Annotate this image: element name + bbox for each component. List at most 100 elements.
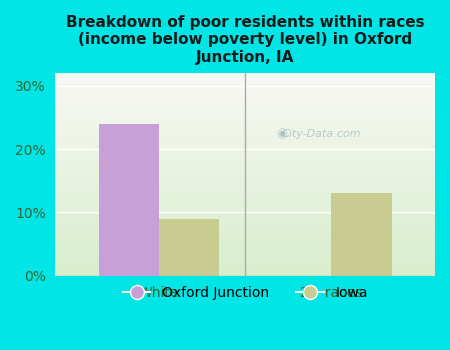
Bar <box>55 201 435 203</box>
Bar <box>55 118 435 120</box>
Bar <box>55 140 435 142</box>
Bar <box>55 154 435 156</box>
Bar <box>55 197 435 199</box>
Bar <box>55 225 435 227</box>
Bar <box>55 79 435 81</box>
Bar <box>55 237 435 239</box>
Bar <box>55 184 435 187</box>
Bar <box>55 211 435 213</box>
Bar <box>55 99 435 102</box>
Bar <box>55 152 435 154</box>
Bar <box>55 217 435 219</box>
Bar <box>55 103 435 105</box>
Bar <box>55 116 435 118</box>
Bar <box>55 221 435 223</box>
Bar <box>55 87 435 89</box>
Bar <box>55 207 435 209</box>
Bar <box>55 209 435 211</box>
Bar <box>55 244 435 245</box>
Bar <box>55 77 435 79</box>
Bar <box>55 219 435 221</box>
Bar <box>55 112 435 113</box>
Bar <box>55 264 435 266</box>
Bar <box>55 181 435 183</box>
Bar <box>55 164 435 166</box>
Bar <box>159 219 219 276</box>
Bar <box>55 250 435 252</box>
Bar <box>55 272 435 274</box>
Bar <box>55 262 435 264</box>
Bar <box>55 239 435 241</box>
Bar <box>55 229 435 231</box>
Bar <box>55 199 435 201</box>
Bar <box>55 213 435 215</box>
Bar <box>55 170 435 173</box>
Text: ◉: ◉ <box>276 127 287 140</box>
Bar <box>55 110 435 112</box>
Bar <box>55 231 435 233</box>
Bar <box>55 156 435 158</box>
Bar <box>332 194 392 276</box>
Bar <box>55 120 435 122</box>
Bar <box>55 270 435 272</box>
Bar <box>99 124 159 276</box>
Bar <box>55 89 435 91</box>
Bar <box>55 144 435 146</box>
Bar <box>55 97 435 99</box>
Text: City-Data.com: City-Data.com <box>281 129 361 139</box>
Bar <box>55 166 435 168</box>
Bar <box>55 73 435 75</box>
Bar <box>55 274 435 276</box>
Bar <box>55 189 435 191</box>
Bar <box>55 158 435 160</box>
Bar <box>55 122 435 124</box>
Bar <box>55 138 435 140</box>
Bar <box>55 124 435 126</box>
Bar <box>55 174 435 176</box>
Bar <box>55 247 435 250</box>
Bar <box>55 134 435 136</box>
Bar <box>55 142 435 144</box>
Bar <box>55 160 435 162</box>
Bar <box>55 93 435 95</box>
Bar <box>55 113 435 116</box>
Bar <box>55 81 435 83</box>
Title: Breakdown of poor residents within races
(income below poverty level) in Oxford
: Breakdown of poor residents within races… <box>66 15 424 65</box>
Bar <box>55 223 435 225</box>
Bar <box>55 241 435 244</box>
Bar <box>55 85 435 87</box>
Bar <box>55 254 435 256</box>
Bar <box>55 266 435 268</box>
Bar <box>55 150 435 152</box>
Bar <box>55 136 435 138</box>
Bar <box>55 102 435 103</box>
Bar <box>55 256 435 258</box>
Bar <box>55 132 435 134</box>
Bar <box>55 173 435 174</box>
Bar <box>55 162 435 164</box>
Bar <box>55 178 435 181</box>
Bar <box>55 260 435 262</box>
Bar <box>55 227 435 229</box>
Bar <box>55 95 435 97</box>
Bar <box>55 130 435 132</box>
Bar <box>55 187 435 189</box>
Bar <box>55 105 435 107</box>
Bar <box>55 183 435 184</box>
Bar <box>55 205 435 207</box>
Bar <box>55 83 435 85</box>
Bar <box>55 176 435 178</box>
Bar <box>55 268 435 270</box>
Bar <box>55 193 435 195</box>
Bar <box>55 245 435 247</box>
Bar <box>55 75 435 77</box>
Bar <box>55 107 435 110</box>
Bar <box>55 258 435 260</box>
Bar <box>55 191 435 193</box>
Bar <box>55 91 435 93</box>
Bar <box>55 195 435 197</box>
Bar <box>55 233 435 235</box>
Bar <box>55 126 435 128</box>
Bar <box>55 215 435 217</box>
Bar <box>55 146 435 148</box>
